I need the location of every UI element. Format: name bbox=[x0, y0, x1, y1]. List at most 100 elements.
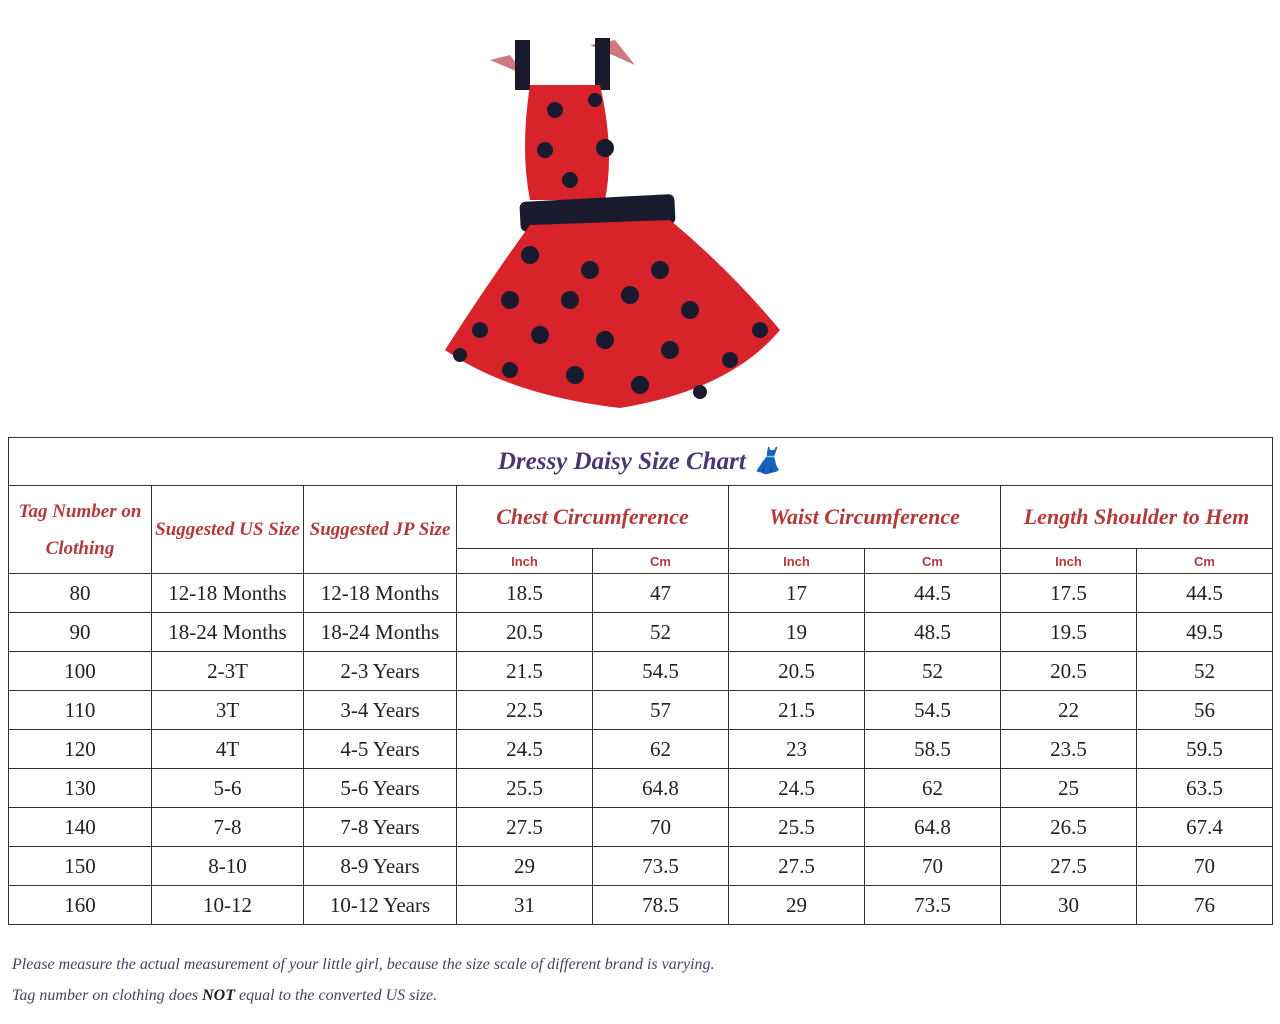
chart-title: Dressy Daisy Size Chart 👗 bbox=[7, 437, 1274, 486]
table-cell: 62 bbox=[864, 768, 1001, 808]
table-cell: 18-24 Months bbox=[303, 612, 457, 652]
table-cell: 4T bbox=[151, 729, 304, 769]
table-cell: 3T bbox=[151, 690, 304, 730]
header-length: Length Shoulder to Hem bbox=[999, 485, 1274, 549]
table-row: 160 10-12 10-12 Years 31 78.5 29 73.5 30 76 bbox=[8, 885, 1274, 925]
unit-cm: Cm bbox=[864, 548, 1001, 574]
note-measure: Please measure the actual measurement of… bbox=[12, 956, 715, 973]
table-row: 140 7-8 7-8 Years 27.5 70 25.5 64.8 26.5 67.4 bbox=[8, 807, 1274, 847]
table-cell: 73.5 bbox=[864, 885, 1001, 925]
table-cell: 29 bbox=[728, 885, 865, 925]
table-cell: 59.5 bbox=[1135, 729, 1274, 769]
table-cell: 25.5 bbox=[728, 807, 865, 847]
table-cell: 54.5 bbox=[864, 690, 1001, 730]
table-cell: 64.8 bbox=[592, 768, 729, 808]
table-cell: 12-18 Months bbox=[303, 573, 457, 613]
table-cell: 21.5 bbox=[728, 690, 865, 730]
header-chest: Chest Circumference bbox=[456, 485, 729, 549]
table-cell: 7-8 Years bbox=[303, 807, 457, 847]
table-cell: 54.5 bbox=[592, 651, 729, 691]
table-cell: 19 bbox=[728, 612, 865, 652]
table-cell: 2-3T bbox=[151, 651, 304, 691]
table-cell: 5-6 Years bbox=[303, 768, 457, 808]
table-cell: 80 bbox=[8, 573, 152, 613]
table-cell: 20.5 bbox=[1000, 651, 1137, 691]
table-cell: 5-6 bbox=[151, 768, 304, 808]
table-row: 150 8-10 8-9 Years 29 73.5 27.5 70 27.5 70 bbox=[8, 846, 1274, 886]
table-cell: 44.5 bbox=[1135, 573, 1274, 613]
table-cell: 73.5 bbox=[592, 846, 729, 886]
table-cell: 27.5 bbox=[1000, 846, 1137, 886]
note-tag: Tag number on clothing does NOT equal to… bbox=[12, 987, 437, 1005]
unit-inch: Inch bbox=[1000, 548, 1137, 574]
table-cell: 4-5 Years bbox=[303, 729, 457, 769]
table-cell: 24.5 bbox=[728, 768, 865, 808]
table-cell: 18.5 bbox=[456, 573, 593, 613]
table-cell: 70 bbox=[592, 807, 729, 847]
table-cell: 160 bbox=[8, 885, 152, 925]
table-cell: 31 bbox=[456, 885, 593, 925]
table-cell: 110 bbox=[8, 690, 152, 730]
table-cell: 70 bbox=[1135, 846, 1274, 886]
header-us-size: Suggested US Size bbox=[151, 485, 304, 574]
table-cell: 150 bbox=[8, 846, 152, 886]
table-cell: 76 bbox=[1135, 885, 1274, 925]
note-emphasis: NOT bbox=[202, 987, 235, 1004]
table-cell: 10-12 bbox=[151, 885, 304, 925]
table-cell: 30 bbox=[1000, 885, 1137, 925]
dress-image bbox=[445, 38, 780, 408]
table-row: 90 18-24 Months 18-24 Months 20.5 52 19 48.5 19… bbox=[8, 612, 1274, 652]
table-cell: 25 bbox=[1000, 768, 1137, 808]
table-cell: 52 bbox=[864, 651, 1001, 691]
table-cell: 67.4 bbox=[1135, 807, 1274, 847]
table-cell: 64.8 bbox=[864, 807, 1001, 847]
table-cell: 70 bbox=[864, 846, 1001, 886]
table-cell: 52 bbox=[592, 612, 729, 652]
table-cell: 22 bbox=[1000, 690, 1137, 730]
size-chart-table: Dressy Daisy Size Chart 👗 Tag Number on … bbox=[7, 437, 1274, 925]
unit-cm: Cm bbox=[592, 548, 729, 574]
table-cell: 2-3 Years bbox=[303, 651, 457, 691]
table-cell: 100 bbox=[8, 651, 152, 691]
table-cell: 49.5 bbox=[1135, 612, 1274, 652]
table-cell: 120 bbox=[8, 729, 152, 769]
table-cell: 8-10 bbox=[151, 846, 304, 886]
table-cell: 26.5 bbox=[1000, 807, 1137, 847]
table-cell: 23 bbox=[728, 729, 865, 769]
table-cell: 18-24 Months bbox=[151, 612, 304, 652]
table-cell: 20.5 bbox=[728, 651, 865, 691]
table-cell: 24.5 bbox=[456, 729, 593, 769]
table-cell: 56 bbox=[1135, 690, 1274, 730]
note-text: Tag number on clothing does bbox=[12, 987, 203, 1004]
dress-icon: 👗 bbox=[752, 448, 784, 475]
table-row: 100 2-3T 2-3 Years 21.5 54.5 20.5 52 20.5 52 bbox=[8, 651, 1274, 691]
table-cell: 17.5 bbox=[1000, 573, 1137, 613]
table-cell: 90 bbox=[8, 612, 152, 652]
table-cell: 78.5 bbox=[592, 885, 729, 925]
table-cell: 8-9 Years bbox=[303, 846, 457, 886]
table-cell: 25.5 bbox=[456, 768, 593, 808]
table-cell: 7-8 bbox=[151, 807, 304, 847]
note-text: equal to the converted US size. bbox=[234, 987, 438, 1004]
header-tag: Tag Number on Clothing bbox=[8, 485, 152, 574]
table-cell: 48.5 bbox=[864, 612, 1001, 652]
table-cell: 58.5 bbox=[864, 729, 1001, 769]
unit-inch: Inch bbox=[456, 548, 593, 574]
table-cell: 27.5 bbox=[728, 846, 865, 886]
table-cell: 27.5 bbox=[456, 807, 593, 847]
table-cell: 63.5 bbox=[1135, 768, 1274, 808]
table-cell: 29 bbox=[456, 846, 593, 886]
table-row: 80 12-18 Months 12-18 Months 18.5 47 17 44.5 17… bbox=[8, 573, 1274, 613]
table-cell: 57 bbox=[592, 690, 729, 730]
unit-cm: Cm bbox=[1135, 548, 1274, 574]
table-cell: 3-4 Years bbox=[303, 690, 457, 730]
table-cell: 17 bbox=[728, 573, 865, 613]
table-cell: 19.5 bbox=[1000, 612, 1137, 652]
header-jp-size: Suggested JP Size bbox=[303, 485, 457, 574]
header-waist: Waist Circumference bbox=[728, 485, 1001, 549]
table-cell: 62 bbox=[592, 729, 729, 769]
table-cell: 20.5 bbox=[456, 612, 593, 652]
unit-inch: Inch bbox=[728, 548, 865, 574]
table-cell: 44.5 bbox=[864, 573, 1001, 613]
table-cell: 22.5 bbox=[456, 690, 593, 730]
